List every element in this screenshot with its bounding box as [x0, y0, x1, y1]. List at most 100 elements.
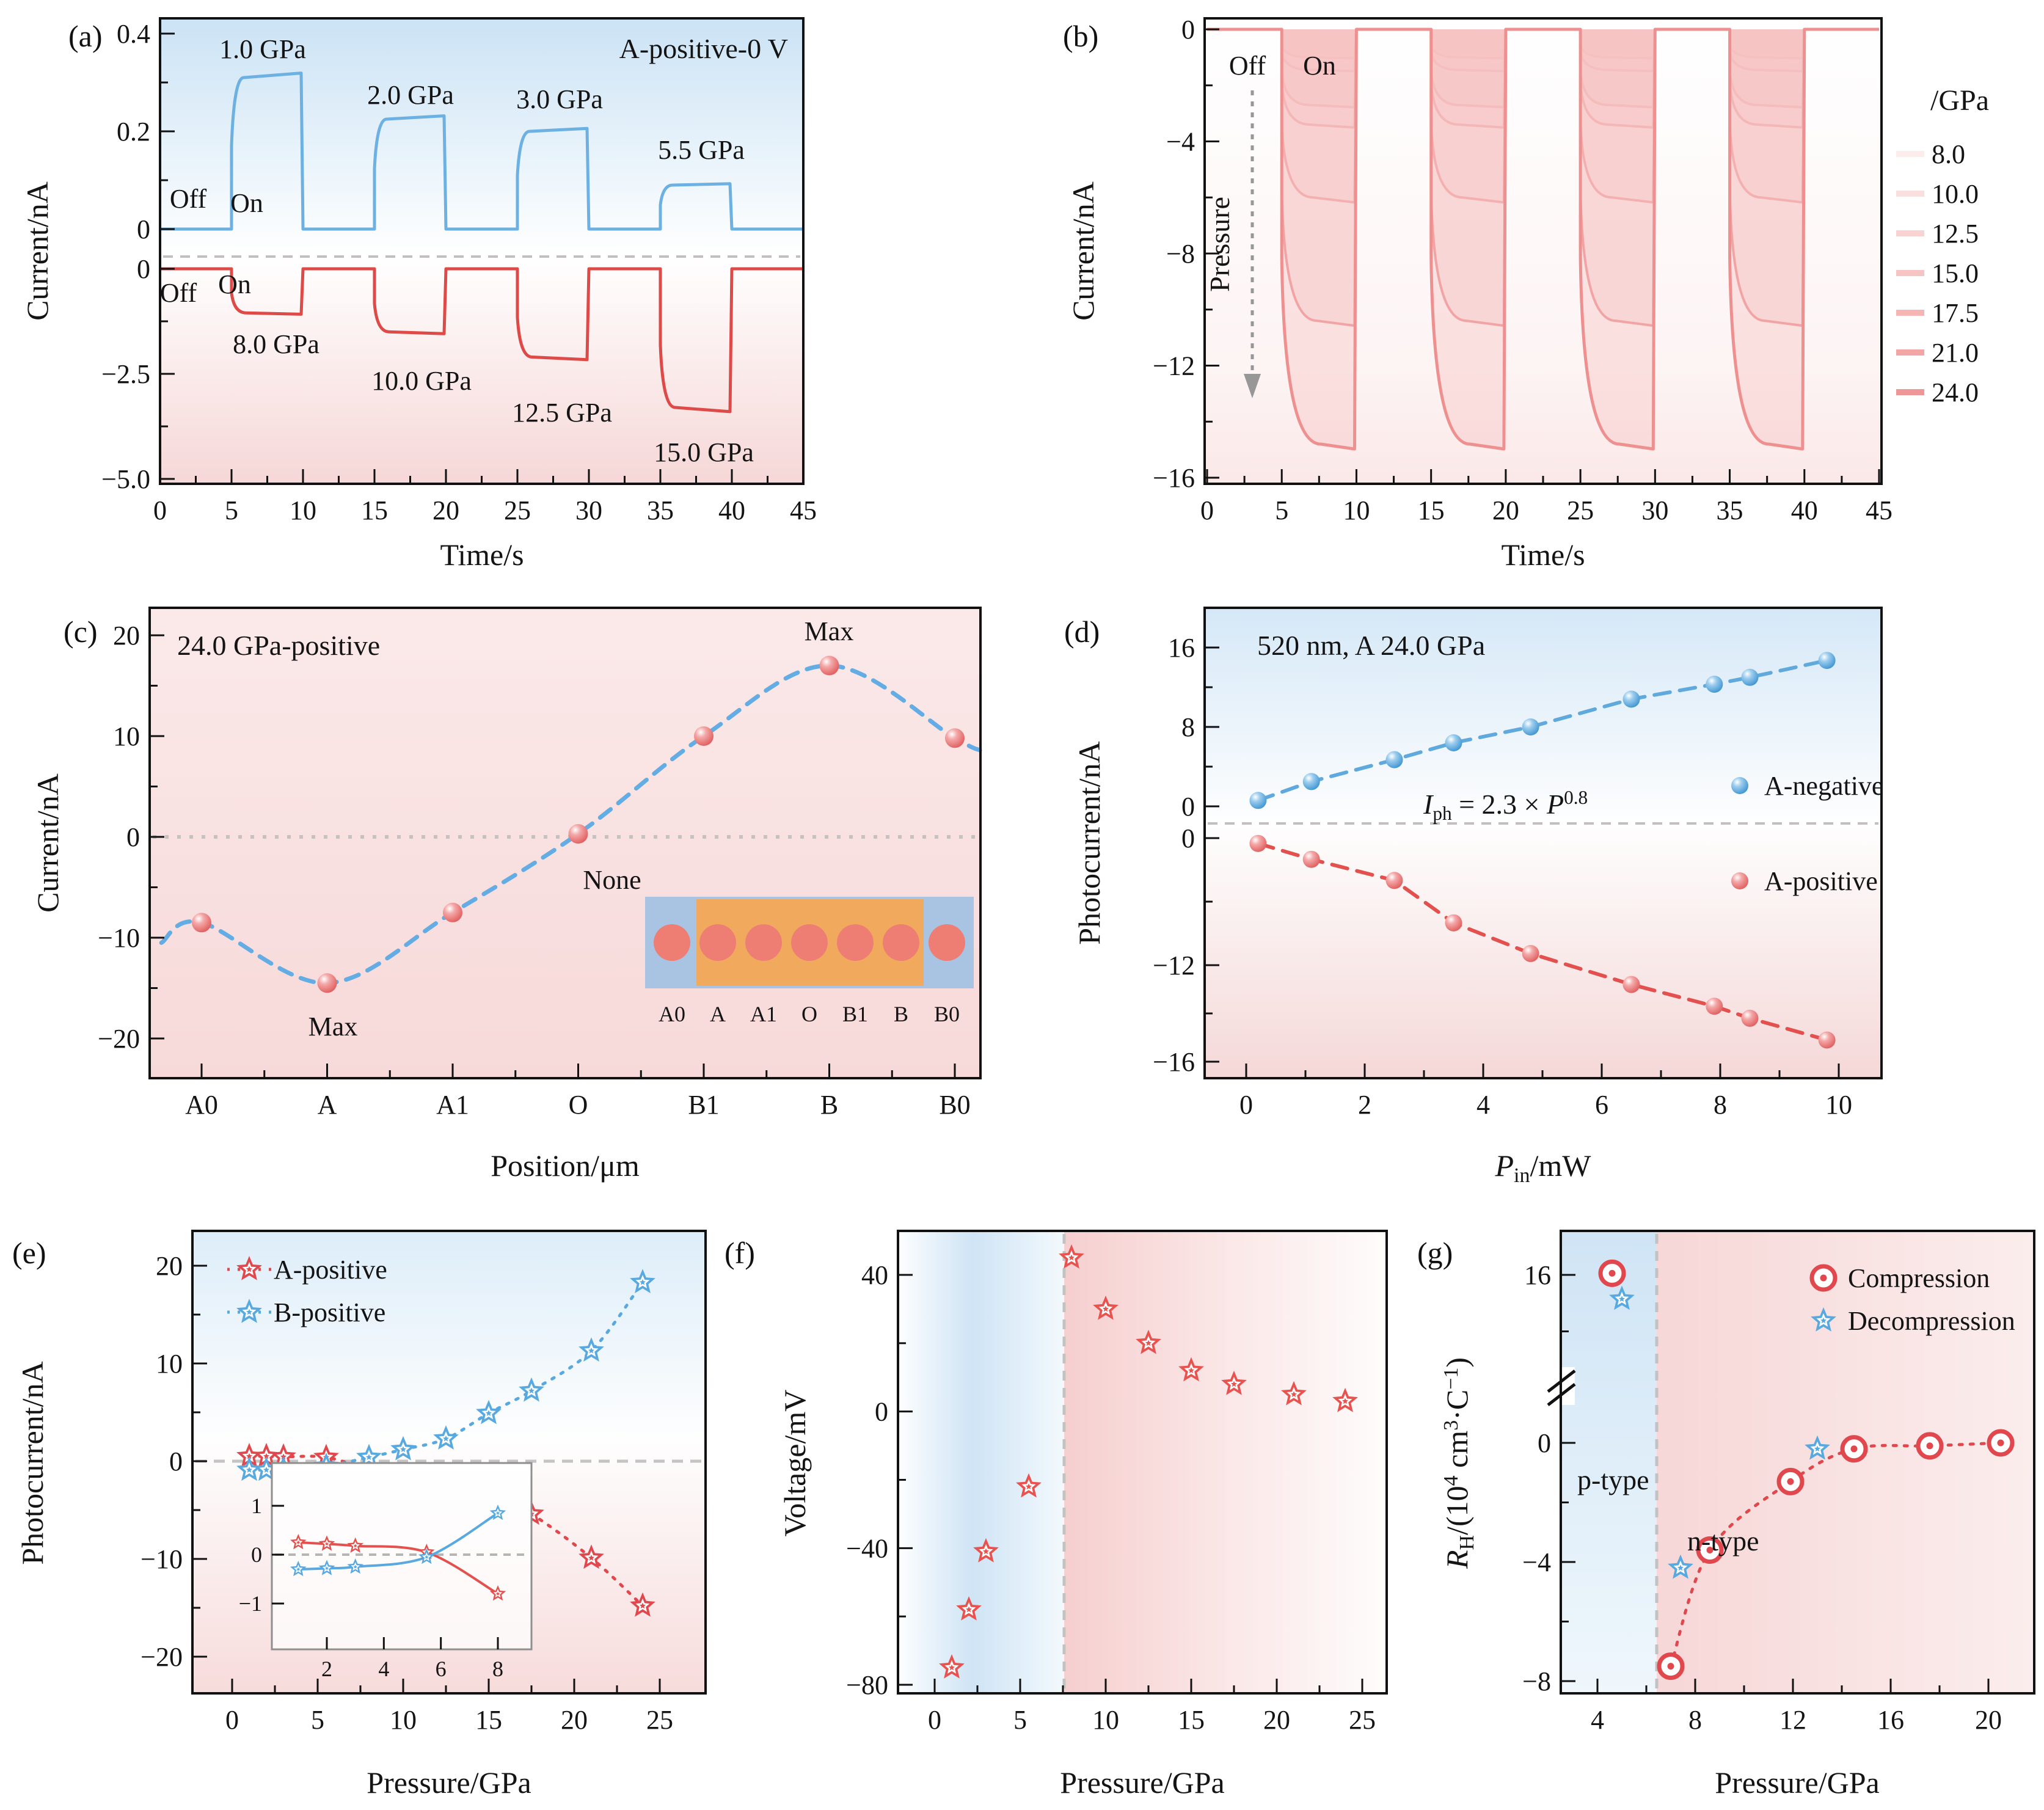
svg-text:0: 0	[1538, 1428, 1551, 1458]
svg-text:−12: −12	[1153, 951, 1195, 980]
svg-text:−5.0: −5.0	[101, 464, 150, 494]
svg-text:21.0: 21.0	[1932, 338, 1979, 368]
svg-text:Off: Off	[160, 278, 197, 308]
svg-text:8: 8	[1181, 712, 1195, 742]
svg-text:Max: Max	[805, 616, 854, 646]
svg-text:10: 10	[1092, 1705, 1119, 1735]
svg-text:35: 35	[1717, 495, 1743, 525]
svg-text:B: B	[894, 1002, 908, 1026]
svg-text:20: 20	[433, 495, 459, 525]
svg-text:20: 20	[561, 1705, 588, 1735]
svg-text:8.0 GPa: 8.0 GPa	[233, 329, 319, 359]
svg-text:RH/(104 cm3·C−1): RH/(104 cm3·C−1)	[1440, 1357, 1478, 1569]
svg-text:None: None	[583, 865, 641, 895]
svg-text:25: 25	[504, 495, 531, 525]
svg-text:4: 4	[378, 1657, 389, 1681]
svg-text:4: 4	[1476, 1090, 1490, 1120]
svg-text:25: 25	[646, 1705, 673, 1735]
panel-g: 4 8 12 16 20 16 0 −4 −8 p-type n-type Pressure/GPa R…	[1440, 1230, 2035, 1800]
svg-text:−12: −12	[1153, 351, 1195, 381]
svg-text:0: 0	[1181, 15, 1195, 45]
svg-text:5: 5	[1013, 1705, 1027, 1735]
svg-text:A1: A1	[436, 1090, 469, 1120]
svg-text:520 nm, A 24.0 GPa: 520 nm, A 24.0 GPa	[1257, 630, 1485, 661]
svg-text:5: 5	[311, 1705, 324, 1735]
svg-text:20: 20	[1263, 1705, 1290, 1735]
svg-text:A0: A0	[185, 1090, 218, 1120]
svg-text:12: 12	[1779, 1705, 1806, 1735]
svg-text:15: 15	[361, 495, 388, 525]
svg-text:/GPa: /GPa	[1930, 84, 1989, 117]
panel-a: 0 5 10 15 20 25 30 35 40 45 0.4 0.2 0 0 −2.5 −5.0 A-posi…	[20, 17, 817, 572]
svg-text:Pressure: Pressure	[1204, 197, 1235, 292]
svg-text:A-negative: A-negative	[1764, 771, 1883, 801]
svg-text:Current/nA: Current/nA	[1066, 181, 1100, 321]
svg-text:20: 20	[1975, 1705, 2002, 1735]
svg-text:5.5 GPa: 5.5 GPa	[658, 135, 745, 165]
svg-text:B: B	[820, 1090, 838, 1120]
panel-letter-d: (d)	[1064, 615, 1100, 649]
svg-text:Off: Off	[1229, 51, 1266, 81]
svg-text:0: 0	[169, 1447, 183, 1476]
svg-text:Pressure/GPa: Pressure/GPa	[1060, 1765, 1224, 1800]
svg-text:45: 45	[1866, 495, 1893, 525]
svg-text:24.0: 24.0	[1932, 378, 1979, 407]
svg-text:0: 0	[225, 1705, 239, 1735]
svg-text:−4: −4	[1522, 1547, 1551, 1577]
panel-e_inset: 2 4 6 810−1	[239, 1462, 533, 1681]
svg-text:Iph = 2.3 × P0.8: Iph = 2.3 × P0.8	[1423, 787, 1588, 824]
svg-text:O: O	[569, 1090, 588, 1120]
svg-text:Time/s: Time/s	[440, 538, 524, 572]
svg-text:6: 6	[436, 1657, 447, 1681]
svg-text:4: 4	[1591, 1705, 1604, 1735]
svg-text:10: 10	[1343, 495, 1370, 525]
svg-text:8: 8	[492, 1657, 503, 1681]
svg-text:Photocurrent/nA: Photocurrent/nA	[1072, 741, 1106, 944]
svg-text:B0: B0	[939, 1090, 970, 1120]
svg-text:2.0 GPa: 2.0 GPa	[367, 80, 454, 110]
panel-letter-a: (a)	[68, 19, 103, 53]
svg-text:0: 0	[251, 1542, 262, 1567]
svg-text:A: A	[710, 1002, 726, 1026]
svg-text:Off: Off	[170, 184, 207, 214]
svg-text:−20: −20	[98, 1024, 140, 1054]
svg-text:2: 2	[321, 1657, 332, 1681]
svg-text:0: 0	[126, 822, 140, 852]
svg-text:10.0: 10.0	[1932, 179, 1979, 209]
svg-text:−16: −16	[1153, 463, 1195, 493]
svg-text:8.0: 8.0	[1932, 139, 1965, 169]
svg-text:10: 10	[113, 721, 140, 751]
svg-text:35: 35	[647, 495, 674, 525]
svg-text:Compression: Compression	[1848, 1263, 1990, 1293]
svg-text:On: On	[230, 188, 263, 218]
svg-text:−16: −16	[1153, 1047, 1195, 1077]
svg-text:Pressure/GPa: Pressure/GPa	[1715, 1765, 1879, 1800]
svg-text:Decompression: Decompression	[1848, 1306, 2015, 1336]
svg-text:24.0 GPa-positive: 24.0 GPa-positive	[177, 630, 380, 661]
svg-text:40: 40	[718, 495, 745, 525]
svg-text:0.4: 0.4	[117, 19, 150, 49]
panel-letter-f: (f)	[725, 1236, 755, 1270]
svg-text:16: 16	[1524, 1260, 1551, 1290]
svg-text:16: 16	[1168, 633, 1195, 663]
svg-text:30: 30	[575, 495, 602, 525]
svg-text:0: 0	[137, 254, 150, 284]
svg-text:20: 20	[113, 621, 140, 651]
panel-letter-b: (b)	[1063, 19, 1099, 53]
svg-text:B-positive: B-positive	[274, 1297, 385, 1327]
svg-text:On: On	[1303, 51, 1336, 81]
svg-text:15: 15	[1418, 495, 1445, 525]
svg-text:0: 0	[928, 1705, 941, 1735]
svg-text:B1: B1	[842, 1002, 868, 1026]
svg-text:1.0 GPa: 1.0 GPa	[219, 34, 306, 64]
svg-text:B0: B0	[934, 1002, 960, 1026]
svg-text:0: 0	[137, 214, 150, 244]
svg-text:A: A	[318, 1090, 337, 1120]
svg-text:0: 0	[875, 1397, 888, 1427]
svg-text:10.0 GPa: 10.0 GPa	[371, 366, 472, 396]
svg-text:8: 8	[1714, 1090, 1727, 1120]
svg-text:−8: −8	[1166, 239, 1195, 269]
svg-text:Pressure/GPa: Pressure/GPa	[367, 1765, 531, 1800]
